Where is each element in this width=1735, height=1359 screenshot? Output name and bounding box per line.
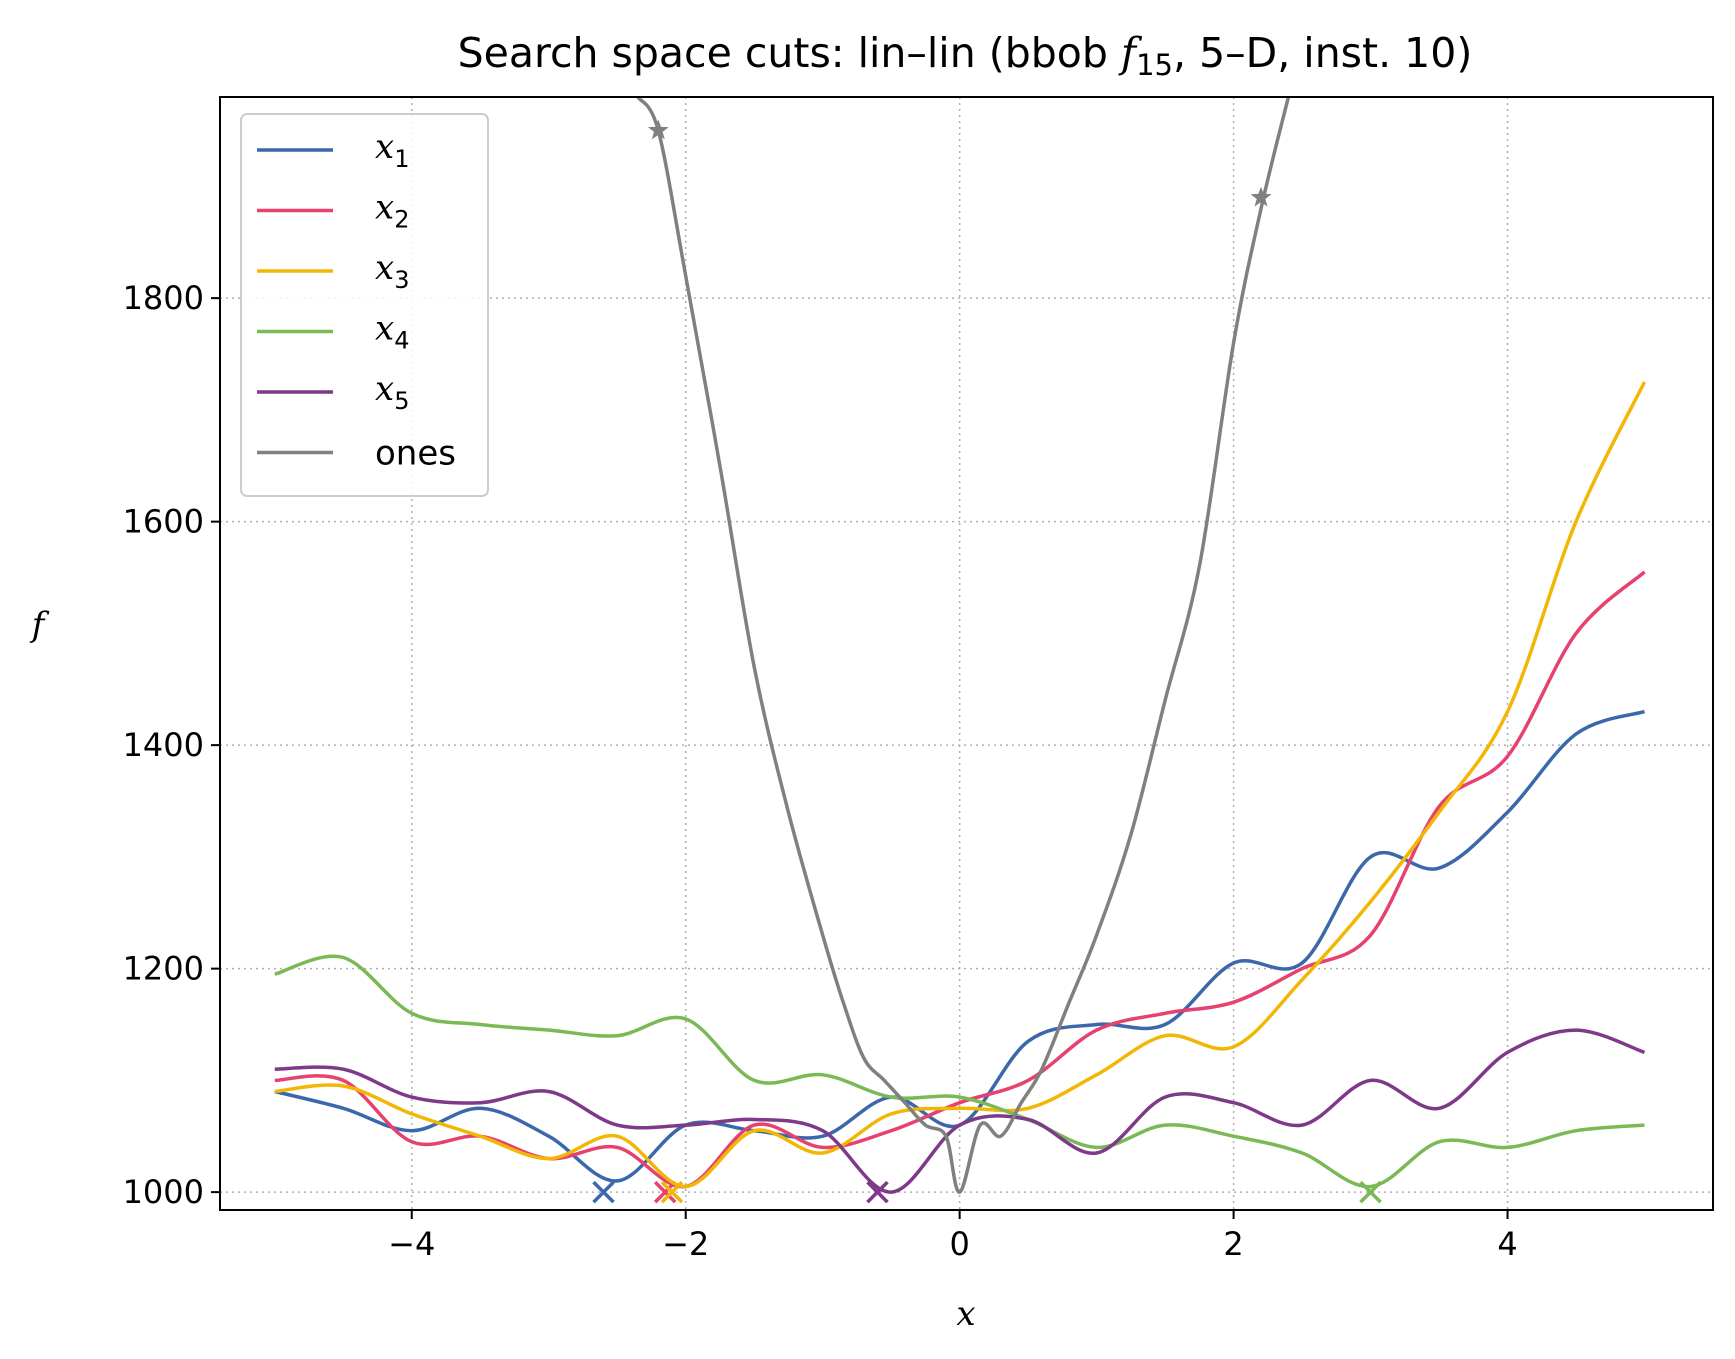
star-marker [647, 119, 669, 140]
series-x5-line [274, 1028, 1646, 1194]
series-x4-line [274, 954, 1645, 1189]
minimum-marker [653, 1180, 677, 1204]
star-marker [1250, 186, 1272, 207]
series-x3-line [274, 381, 1647, 1189]
series-x2-line [274, 570, 1646, 1189]
minimum-marker [1359, 1180, 1382, 1204]
series-layer [274, 97, 1647, 1204]
series-x1-line [274, 709, 1646, 1183]
x-tick-label: 4 [1497, 1225, 1517, 1263]
ticks: −4 −2 0 2 4 1000 1200 1400 1600 1800 [123, 279, 1518, 1263]
y-tick-label: 1200 [123, 950, 204, 988]
y-tick-label: 1000 [123, 1173, 204, 1211]
minimum-marker [660, 1180, 684, 1204]
y-tick-label: 1800 [123, 279, 204, 317]
y-tick-label: 1600 [123, 503, 204, 541]
x-tick-label: 0 [949, 1225, 969, 1263]
y-tick-label: 1400 [123, 726, 204, 764]
minimum-marker [592, 1180, 615, 1204]
x-tick-label: 2 [1223, 1225, 1243, 1263]
plot-frame [219, 96, 1714, 1211]
series-ones-line [636, 97, 1291, 1194]
x-axis-label: x [956, 1294, 975, 1334]
minimum-marker [866, 1180, 889, 1204]
x-tick-label: −2 [662, 1225, 709, 1263]
legend-label-x2: x2 [375, 188, 409, 234]
y-axis-label: f [29, 605, 50, 645]
legend-label-ones: ones [375, 434, 456, 474]
chart-title: Search space cuts: lin–lin (bbob f15, 5–… [458, 29, 1473, 82]
x-tick-label: −4 [388, 1225, 435, 1263]
